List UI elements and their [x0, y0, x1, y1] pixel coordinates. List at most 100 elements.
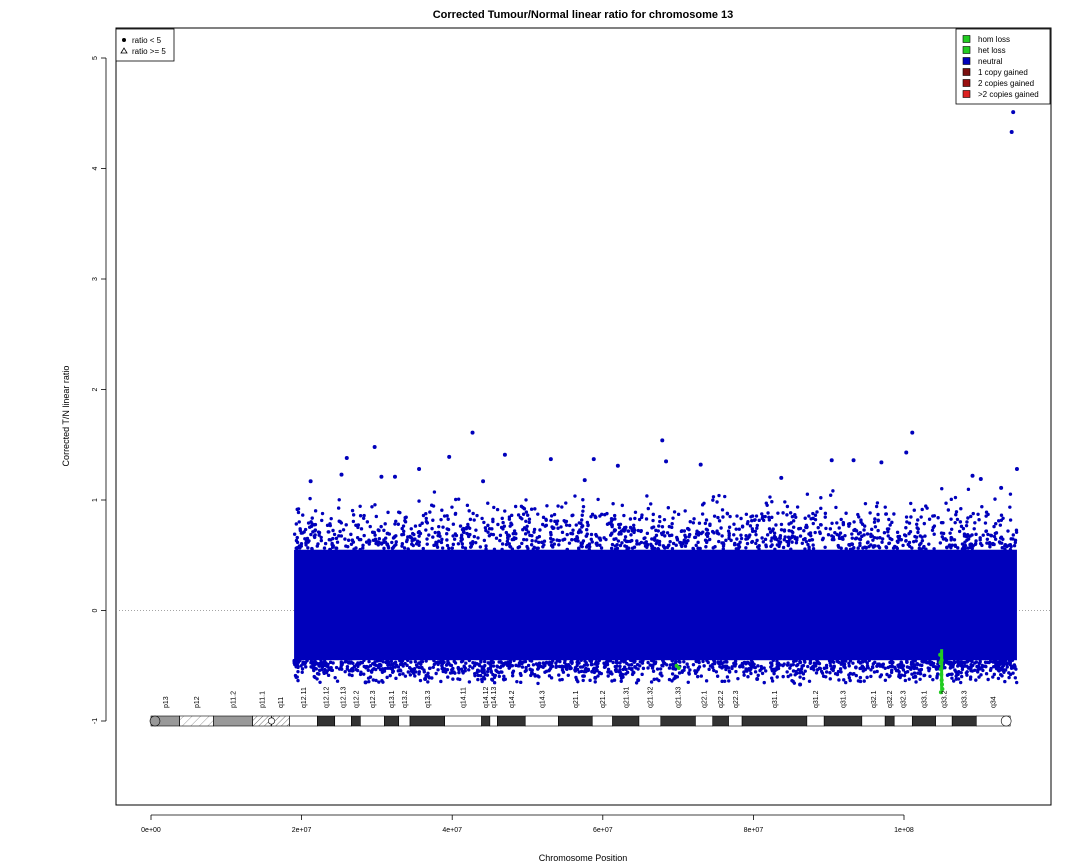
data-point [567, 523, 572, 528]
data-point [534, 539, 538, 543]
data-point [394, 540, 398, 544]
data-point [657, 678, 661, 683]
data-point [490, 660, 494, 665]
data-point [497, 671, 501, 675]
data-point [626, 539, 630, 544]
data-point [649, 542, 653, 547]
data-point [476, 536, 480, 540]
data-point [426, 671, 430, 676]
data-point [409, 536, 414, 540]
data-point [860, 665, 864, 669]
data-point [437, 524, 441, 529]
data-point [793, 673, 797, 677]
data-point [829, 664, 833, 668]
data-point [677, 671, 682, 675]
data-point [790, 529, 794, 533]
data-point [306, 546, 310, 550]
data-point [671, 541, 676, 546]
data-point [350, 667, 354, 671]
data-point [315, 677, 319, 681]
outlier-point [664, 459, 669, 464]
data-point [418, 523, 422, 528]
data-point [570, 538, 574, 542]
data-point [847, 661, 851, 666]
data-point [876, 528, 880, 533]
data-point [636, 667, 640, 671]
data-point [940, 486, 944, 491]
data-point [926, 661, 931, 665]
data-point [951, 679, 956, 683]
data-point [667, 533, 672, 538]
data-point [912, 666, 916, 671]
data-point [1005, 661, 1010, 665]
plot-frame [115, 27, 1052, 806]
data-point [466, 522, 470, 527]
outlier-point [999, 485, 1004, 490]
data-point [986, 532, 990, 537]
data-point [292, 661, 296, 665]
data-point [484, 547, 488, 551]
data-point [628, 517, 633, 521]
data-point [988, 541, 992, 546]
ideogram-band [951, 715, 977, 727]
outlier-point [417, 467, 422, 472]
data-point [965, 664, 969, 668]
data-point [651, 512, 656, 517]
data-point [782, 528, 787, 532]
data-point [622, 665, 627, 669]
data-point [401, 672, 405, 676]
data-point [564, 523, 569, 527]
data-point [612, 678, 617, 682]
data-point [417, 543, 421, 547]
data-point [986, 677, 990, 682]
data-point [445, 667, 450, 672]
data-point [905, 670, 910, 674]
data-point [723, 664, 727, 668]
data-point [584, 534, 588, 538]
data-point [931, 664, 936, 669]
data-point [439, 517, 443, 522]
data-point [420, 659, 425, 664]
data-point [797, 527, 801, 531]
data-point [588, 678, 592, 683]
data-point [294, 522, 299, 526]
data-point [456, 542, 461, 546]
data-point [717, 493, 721, 498]
data-point [433, 530, 437, 535]
data-point [653, 536, 657, 540]
data-point [316, 542, 320, 546]
data-point [858, 675, 863, 680]
data-point [787, 522, 791, 526]
band-label: q22.2 [718, 690, 725, 708]
data-point [758, 668, 762, 673]
data-point [785, 504, 790, 509]
data-point [704, 545, 708, 549]
outlier-point [879, 460, 884, 465]
data-point [615, 664, 619, 668]
data-point [621, 675, 625, 679]
data-point [562, 537, 567, 541]
data-point [484, 544, 488, 548]
data-point [294, 538, 299, 543]
data-point [386, 663, 390, 667]
data-point [406, 658, 410, 663]
data-point [531, 663, 536, 667]
data-point [580, 513, 584, 517]
data-point [965, 532, 970, 537]
data-point [794, 540, 799, 545]
data-point [1003, 544, 1007, 548]
data-point [558, 678, 562, 682]
data-point [981, 668, 985, 673]
data-point [996, 668, 1001, 672]
data-point [959, 524, 964, 529]
data-point [403, 661, 407, 666]
data-point [750, 519, 754, 523]
data-point [373, 660, 377, 664]
data-point [972, 527, 976, 531]
data-point [767, 515, 771, 520]
data-point [742, 660, 747, 665]
data-point [940, 535, 944, 539]
data-point [400, 542, 405, 546]
data-point [382, 540, 386, 545]
data-point [999, 666, 1003, 671]
